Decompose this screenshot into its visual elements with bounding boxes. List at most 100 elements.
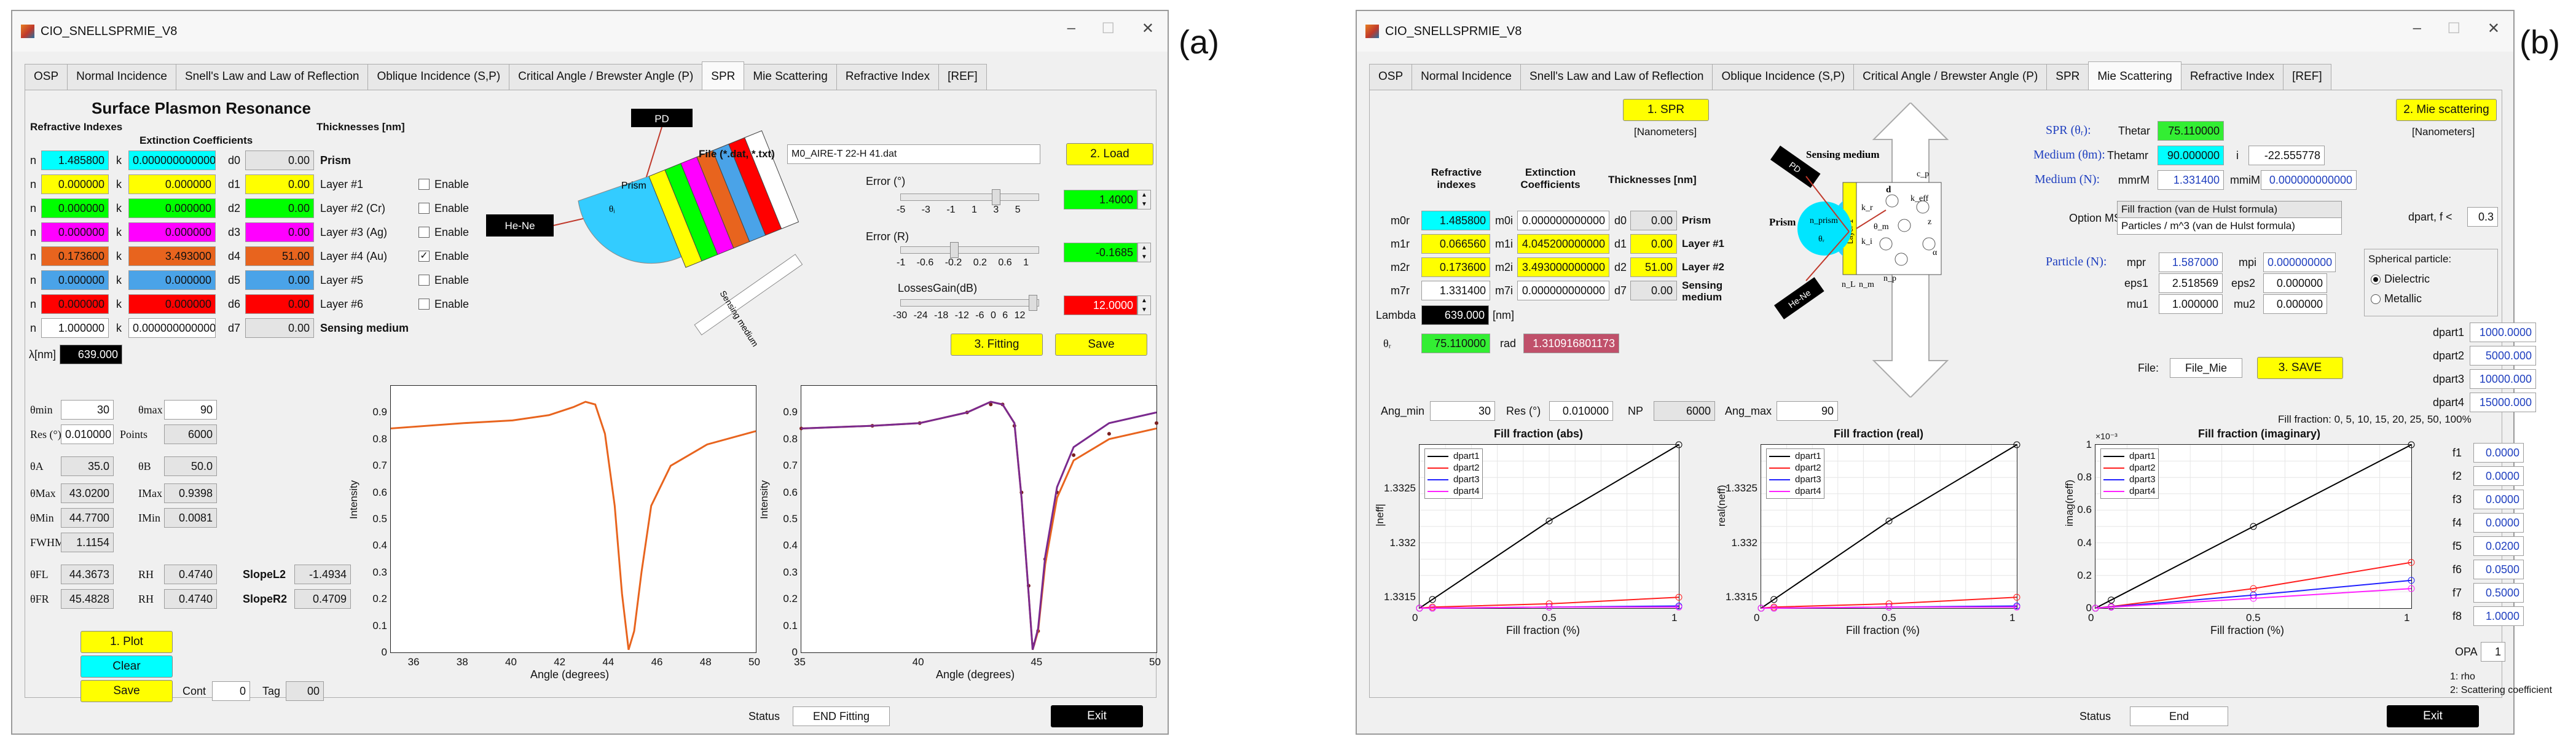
tab-critical-angle-brewster-angle-p-[interactable]: Critical Angle / Brewster Angle (P) xyxy=(1853,64,2048,90)
tag-field[interactable]: 00 xyxy=(286,681,324,701)
param-field[interactable]: 0.0081 xyxy=(164,508,217,528)
mpr-field[interactable]: 1.587000 xyxy=(2159,252,2223,272)
mu2-field[interactable]: 0.000000 xyxy=(2263,294,2327,314)
tab-critical-angle-brewster-angle-p-[interactable]: Critical Angle / Brewster Angle (P) xyxy=(509,64,703,90)
d-field[interactable]: 0.00 xyxy=(245,198,314,218)
exit-button[interactable]: Exit xyxy=(2387,705,2479,727)
tab-normal-incidence[interactable]: Normal Incidence xyxy=(67,64,176,90)
option-fill-fraction[interactable]: Fill fraction (van de Hulst formula) xyxy=(2117,201,2342,218)
param-field[interactable]: 44.3673 xyxy=(61,565,114,584)
n-field[interactable]: 0.000000 xyxy=(41,270,109,290)
param-field[interactable]: 50.0 xyxy=(164,456,217,476)
tab-refractive-index[interactable]: Refractive Index xyxy=(836,64,940,90)
i-field[interactable]: -22.555778 xyxy=(2248,146,2325,165)
n-field[interactable]: 1.485800 xyxy=(41,151,109,170)
d-field[interactable]: 51.00 xyxy=(245,246,314,266)
metallic-radio[interactable]: Metallic xyxy=(2371,292,2422,305)
f-field[interactable]: 0.5000 xyxy=(2473,583,2524,603)
param-field[interactable]: 0.4740 xyxy=(164,589,217,609)
d-field[interactable]: 0.00 xyxy=(245,318,314,338)
f-field[interactable]: 0.0000 xyxy=(2473,513,2524,533)
k-field[interactable]: 0.000000000000 xyxy=(1517,211,1609,230)
file-field[interactable]: M0_AIRE-T 22-H 41.dat xyxy=(787,144,1040,164)
enable-checkbox[interactable] xyxy=(418,179,430,190)
rad-field[interactable]: 1.310916801173 xyxy=(1523,334,1619,353)
eps2-field[interactable]: 0.000000 xyxy=(2263,273,2327,293)
errorR-slider[interactable] xyxy=(900,242,1039,258)
minimize-icon[interactable]: – xyxy=(2413,20,2421,36)
res-field[interactable]: 0.010000 xyxy=(1549,401,1613,421)
lambda-field[interactable]: 639.000 xyxy=(60,345,122,364)
error-spinner[interactable]: ▲ ▼ xyxy=(1137,190,1151,209)
f-field[interactable]: 0.0500 xyxy=(2473,560,2524,579)
d-field[interactable]: 0.00 xyxy=(245,151,314,170)
exit-button[interactable]: Exit xyxy=(1051,705,1143,727)
tab--ref-[interactable]: [REF] xyxy=(2283,64,2331,90)
tab-spr[interactable]: SPR xyxy=(2046,64,2089,90)
n-field[interactable]: 1.000000 xyxy=(41,318,109,338)
k-field[interactable]: 0.000000000000 xyxy=(1517,281,1609,300)
tab-mie-scattering[interactable]: Mie Scattering xyxy=(744,64,837,90)
mu1-field[interactable]: 1.000000 xyxy=(2159,294,2223,314)
losses-slider[interactable] xyxy=(900,295,1039,311)
param-field[interactable]: 30 xyxy=(61,400,114,420)
maximize-icon[interactable]: ☐ xyxy=(2447,20,2460,37)
dpart-field[interactable]: 10000.000 xyxy=(2470,369,2536,389)
k-field[interactable]: 0.000000000000 xyxy=(128,318,216,338)
thetamr-field[interactable]: 90.000000 xyxy=(2158,146,2224,165)
d-field[interactable]: 0.00 xyxy=(245,294,314,314)
tab-refractive-index[interactable]: Refractive Index xyxy=(2180,64,2284,90)
k-field[interactable]: 3.493000000000 xyxy=(1517,257,1609,277)
param-field[interactable]: 0.4740 xyxy=(164,565,217,584)
tab-oblique-incidence-s-p-[interactable]: Oblique Incidence (S,P) xyxy=(1712,64,1855,90)
plot-button[interactable]: 1. Plot xyxy=(80,631,173,653)
n-field[interactable]: 1.331400 xyxy=(1421,281,1490,300)
param-field[interactable]: 0.9398 xyxy=(164,483,217,503)
tab-osp[interactable]: OSP xyxy=(1369,64,1413,90)
tab-spr[interactable]: SPR xyxy=(702,61,745,90)
param-field[interactable]: 6000 xyxy=(164,424,217,444)
param-field[interactable]: 35.0 xyxy=(61,456,114,476)
enable-checkbox[interactable]: ✓ xyxy=(418,251,430,262)
n-field[interactable]: 0.000000 xyxy=(41,222,109,242)
close-icon[interactable]: ✕ xyxy=(1141,20,1154,37)
d-field[interactable]: 0.00 xyxy=(1630,211,1677,230)
f-field[interactable]: 0.0000 xyxy=(2473,443,2524,463)
d-field[interactable]: 0.00 xyxy=(1630,234,1677,254)
n-field[interactable]: 0.173600 xyxy=(1421,257,1490,277)
tab-osp[interactable]: OSP xyxy=(25,64,68,90)
opa-field[interactable]: 1 xyxy=(2481,642,2505,662)
close-icon[interactable]: ✕ xyxy=(2487,20,2500,37)
tab--ref-[interactable]: [REF] xyxy=(938,64,987,90)
enable-checkbox[interactable] xyxy=(418,203,430,214)
tab-snell-s-law-and-law-of-reflection[interactable]: Snell's Law and Law of Reflection xyxy=(1520,64,1713,90)
save-button[interactable]: Save xyxy=(80,680,173,702)
minimize-icon[interactable]: – xyxy=(1067,20,1075,36)
param-field[interactable]: 43.0200 xyxy=(61,483,114,503)
enable-checkbox[interactable] xyxy=(418,275,430,286)
dielectric-radio[interactable]: Dielectric xyxy=(2371,273,2430,286)
k-field[interactable]: 0.000000 xyxy=(128,270,216,290)
error-slider[interactable] xyxy=(900,189,1039,205)
param-field[interactable]: 0.010000 xyxy=(61,424,114,444)
d-field[interactable]: 51.00 xyxy=(1630,257,1677,277)
k-field[interactable]: 0.000000 xyxy=(128,294,216,314)
n-field[interactable]: 0.000000 xyxy=(41,174,109,194)
losses-value[interactable]: 12.0000 xyxy=(1064,295,1137,315)
n-field[interactable]: 1.485800 xyxy=(1421,211,1490,230)
maximize-icon[interactable]: ☐ xyxy=(1101,20,1115,37)
option-particles[interactable]: Particles / m^3 (van de Hulst formula) xyxy=(2117,217,2342,235)
n-field[interactable]: 0.000000 xyxy=(41,198,109,218)
dpart-field[interactable]: 5000.000 xyxy=(2470,346,2536,366)
param-field[interactable]: 45.4828 xyxy=(61,589,114,609)
dpart-field[interactable]: 1000.0000 xyxy=(2470,323,2536,342)
fitting-button[interactable]: 3. Fitting xyxy=(951,334,1043,356)
k-field[interactable]: 0.000000000000 xyxy=(128,151,216,170)
losses-spinner[interactable]: ▲ ▼ xyxy=(1137,295,1151,315)
f-field[interactable]: 1.0000 xyxy=(2473,606,2524,626)
n-field[interactable]: 0.000000 xyxy=(41,294,109,314)
eps1-field[interactable]: 2.518569 xyxy=(2159,273,2223,293)
f-field[interactable]: 0.0200 xyxy=(2473,536,2524,556)
mmrM-field[interactable]: 1.331400 xyxy=(2158,170,2224,190)
param-field[interactable]: 1.1154 xyxy=(61,533,114,552)
